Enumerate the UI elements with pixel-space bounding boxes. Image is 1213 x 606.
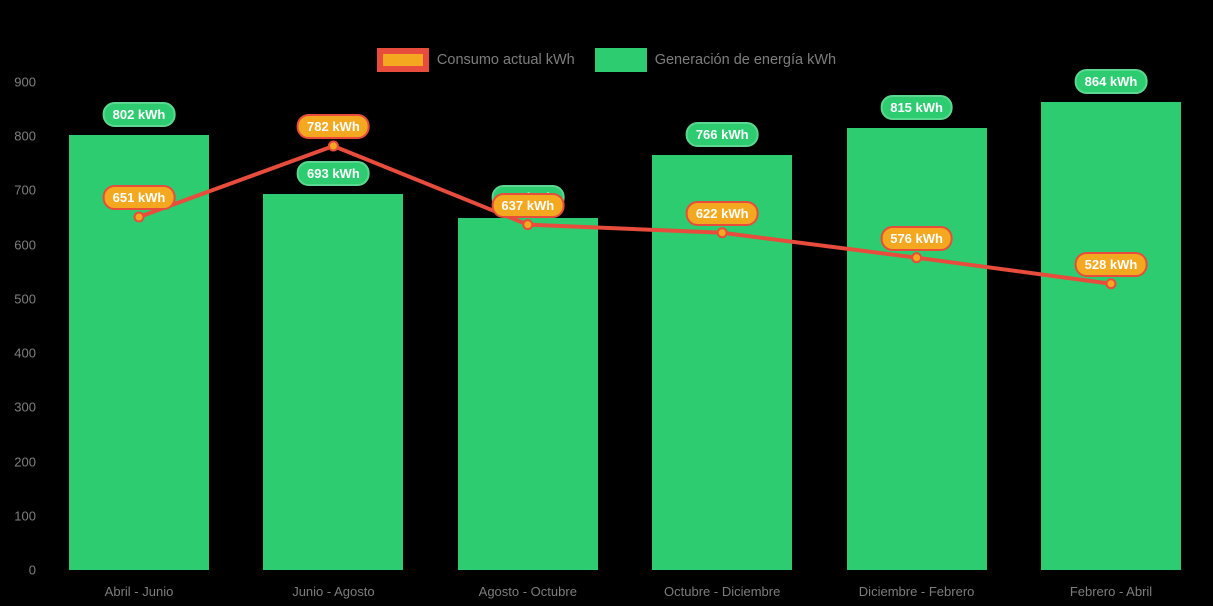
- y-axis-tick-label: 400: [14, 345, 36, 361]
- y-axis-tick-label: 500: [14, 291, 36, 307]
- x-axis-category-label: Octubre - Diciembre: [664, 584, 781, 599]
- x-axis-category-label: Agosto - Octubre: [478, 584, 577, 599]
- legend-item-consumption[interactable]: Consumo actual kWh: [376, 48, 575, 72]
- consumption-point-marker[interactable]: [522, 219, 534, 231]
- consumption-value-label: 651 kWh: [102, 185, 176, 210]
- consumption-line: [138, 143, 1112, 286]
- generation-value-label: 864 kWh: [1074, 68, 1148, 94]
- consumption-point-marker[interactable]: [327, 140, 339, 152]
- consumption-point-marker[interactable]: [716, 227, 728, 239]
- x-axis-category-label: Febrero - Abril: [1069, 584, 1153, 599]
- y-axis-tick-label: 900: [14, 74, 36, 90]
- y-axis-tick-label: 0: [28, 562, 36, 578]
- generation-value-label: 766 kWh: [685, 121, 759, 147]
- legend-label-consumption: Consumo actual kWh: [436, 52, 575, 68]
- consumption-value-label: 782 kWh: [297, 113, 370, 139]
- y-axis-tick-label: 100: [14, 508, 36, 524]
- consumption-point-marker[interactable]: [133, 211, 145, 223]
- generation-bar[interactable]: [457, 218, 598, 570]
- y-axis-tick-label: 800: [14, 128, 36, 144]
- x-axis-category-label: Junio - Agosto: [292, 584, 375, 599]
- generation-bar[interactable]: [263, 194, 404, 570]
- consumption-point-marker[interactable]: [911, 252, 923, 264]
- generation-bar[interactable]: [1041, 101, 1181, 570]
- generation-value-label: 815 kWh: [880, 95, 953, 121]
- legend-item-generation[interactable]: Generación de energía kWh: [594, 48, 837, 72]
- generation-swatch-icon: [594, 48, 647, 72]
- consumption-swatch-icon: [376, 48, 429, 72]
- x-axis-category-label: Diciembre - Febrero: [858, 584, 975, 599]
- legend: Consumo actual kWh Generación de energía…: [0, 48, 1213, 72]
- consumption-value-label: 622 kWh: [685, 200, 759, 226]
- y-axis-tick-label: 600: [14, 237, 36, 253]
- x-axis-category-label: Abril - Junio: [104, 584, 174, 599]
- consumption-point-marker[interactable]: [1105, 278, 1117, 290]
- generation-value-label: 693 kWh: [297, 161, 370, 187]
- y-axis-tick-label: 700: [14, 182, 36, 198]
- generation-bar[interactable]: [846, 128, 987, 570]
- generation-value-label: 802 kWh: [102, 102, 176, 128]
- consumption-value-label: 576 kWh: [880, 225, 953, 251]
- y-axis-tick-label: 200: [14, 454, 36, 470]
- consumption-value-label: 528 kWh: [1074, 251, 1148, 277]
- consumption-value-label: 637 kWh: [491, 192, 565, 218]
- legend-label-generation: Generación de energía kWh: [654, 52, 837, 68]
- y-axis-tick-label: 300: [14, 399, 36, 415]
